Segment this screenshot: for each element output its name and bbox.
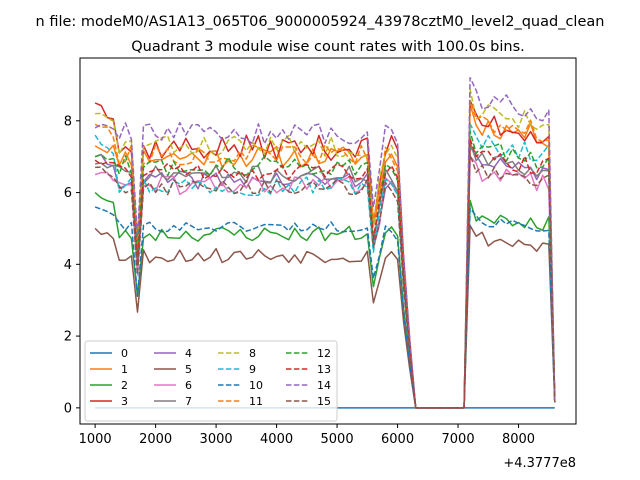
series-line-8 (95, 88, 556, 409)
chart-title: Quadrant 3 module wise count rates with … (131, 39, 525, 55)
legend-label: 8 (249, 347, 256, 360)
series-line-13 (94, 138, 556, 409)
legend-label: 2 (121, 379, 128, 392)
x-tick-label: 3000 (200, 432, 233, 447)
series-line-10 (94, 206, 556, 409)
legend-label: 11 (249, 395, 263, 408)
series-line-15 (95, 153, 556, 409)
x-offset-label: +4.3777e8 (503, 456, 576, 471)
legend-label: 0 (121, 347, 128, 360)
series-line-3 (94, 99, 556, 409)
legend-label: 4 (185, 347, 192, 360)
legend-label: 3 (121, 395, 128, 408)
x-tick-label: 4000 (260, 432, 293, 447)
series-line-14 (94, 76, 556, 409)
y-tick-label: 8 (64, 114, 72, 129)
legend-label: 12 (317, 347, 331, 360)
legend-label: 10 (249, 379, 263, 392)
legend-label: 9 (249, 363, 256, 376)
legend-label: 5 (185, 363, 192, 376)
legend-label: 13 (317, 363, 331, 376)
y-axis: 0 2 4 6 8 (64, 114, 80, 416)
x-tick-label: 5000 (321, 432, 354, 447)
legend-box (84, 340, 338, 422)
series-line-5 (94, 224, 556, 409)
legend-label: 1 (121, 363, 128, 376)
legend-label: 14 (317, 379, 331, 392)
series-line-7 (94, 142, 556, 409)
chart-suptitle: n file: modeM0/AS1A13_065T06_9000005924_… (36, 14, 605, 30)
x-tick-label: 6000 (381, 432, 414, 447)
legend-label: 15 (317, 395, 331, 408)
x-tick-label: 2000 (139, 432, 172, 447)
series-line-6 (94, 155, 556, 409)
y-tick-label: 0 (64, 401, 72, 416)
series-layer (94, 76, 556, 409)
series-line-9 (94, 122, 556, 409)
x-tick-label: 1000 (79, 432, 112, 447)
y-tick-label: 2 (64, 330, 72, 345)
series-line-11 (94, 99, 556, 409)
series-line-2 (94, 192, 556, 409)
x-axis: 1000 2000 3000 4000 5000 6000 7000 8000 (79, 424, 535, 447)
y-tick-label: 4 (64, 258, 72, 273)
series-line-12 (94, 130, 556, 409)
legend-label: 7 (185, 395, 192, 408)
legend-label: 6 (185, 379, 192, 392)
x-tick-label: 7000 (442, 432, 475, 447)
plot-frame (79, 57, 577, 425)
y-tick-label: 6 (64, 186, 72, 201)
x-tick-label: 8000 (502, 432, 535, 447)
